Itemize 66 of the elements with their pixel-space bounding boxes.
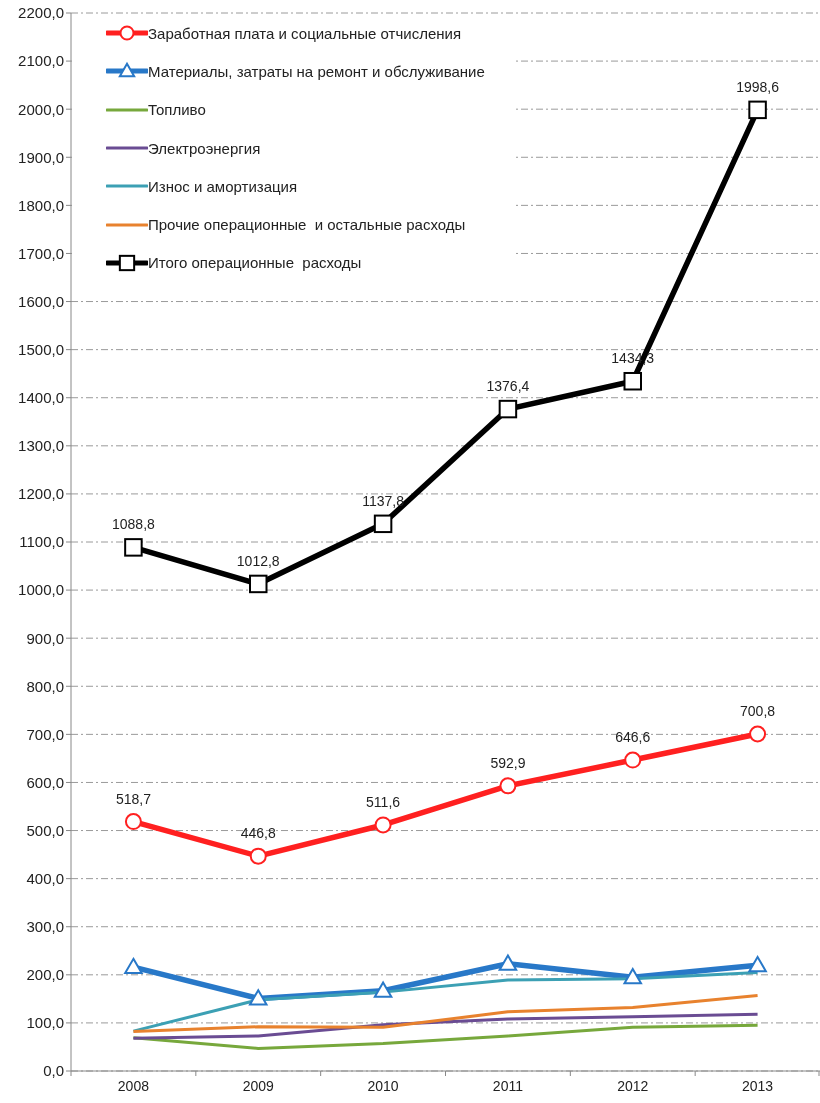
data-label: 592,9 [490, 754, 526, 771]
point [748, 955, 767, 973]
y-tick-label: 1900,0 [18, 148, 64, 166]
data-label: 700,8 [740, 702, 776, 719]
point [249, 847, 267, 865]
x-tick-label: 2012 [617, 1078, 649, 1094]
point [374, 816, 392, 834]
y-tick-label: 1500,0 [18, 340, 64, 358]
legend-label: Материалы, затраты на ремонт и обслуживание [148, 62, 485, 80]
y-tick-label: 2100,0 [18, 52, 64, 70]
data-label: 1088,8 [112, 516, 156, 533]
y-tick-label: 2200,0 [18, 4, 64, 22]
y-tick-label: 2000,0 [18, 100, 64, 118]
data-label: 511,6 [366, 793, 401, 810]
x-tick-label: 2011 [492, 1078, 524, 1094]
data-label: 1012,8 [236, 552, 280, 569]
y-tick-label: 700,0 [26, 725, 64, 743]
point [624, 751, 642, 769]
data-label: 1376,4 [486, 378, 530, 395]
point [749, 725, 767, 743]
y-tick-label: 1600,0 [18, 292, 64, 310]
point [373, 981, 393, 998]
point [124, 538, 143, 557]
y-tick-label: 100,0 [26, 1014, 64, 1032]
legend-label: Электроэнергия [148, 139, 261, 157]
y-tick-label: 1000,0 [18, 581, 64, 599]
x-tick-label: 2013 [742, 1078, 774, 1094]
y-tick-label: 600,0 [26, 773, 64, 791]
point [373, 514, 393, 534]
point [623, 371, 642, 391]
point [124, 957, 143, 975]
y-tick-label: 400,0 [26, 869, 64, 887]
x-tick-label: 2010 [367, 1078, 399, 1094]
legend-label: Топливо [148, 101, 206, 119]
data-label: 646,6 [615, 729, 651, 746]
legend-label: Прочие операционные и остальные расходы [148, 216, 466, 234]
y-tick-label: 1300,0 [18, 437, 64, 455]
legend-label: Износ и амортизация [148, 177, 298, 195]
y-tick-label: 200,0 [26, 966, 64, 984]
data-label: 446,8 [240, 825, 276, 842]
point [124, 813, 142, 831]
line-series [131, 1023, 760, 1050]
x-tick-label: 2008 [117, 1078, 150, 1094]
y-tick-label: 900,0 [26, 629, 64, 647]
point [249, 574, 268, 594]
y-tick-label: 1700,0 [18, 244, 64, 262]
line-series [131, 994, 760, 1034]
y-tick-label: 800,0 [26, 677, 64, 695]
point [249, 989, 268, 1006]
x-tick-label: 2009 [242, 1078, 275, 1094]
point [748, 100, 767, 120]
y-tick-label: 1400,0 [18, 389, 64, 407]
data-label: 518,7 [115, 790, 152, 807]
y-tick-label: 1100,0 [19, 533, 64, 551]
y-tick-label: 500,0 [26, 821, 64, 839]
y-tick-label: 1800,0 [18, 196, 64, 214]
legend-label: Заработная плата и социальные отчисления [148, 24, 462, 42]
y-tick-label: 0,0 [43, 1062, 64, 1080]
legend-label: Итого операционные расходы [148, 254, 362, 272]
y-tick-label: 300,0 [26, 918, 64, 936]
y-tick-label: 1200,0 [18, 485, 64, 503]
point [623, 967, 642, 985]
point [499, 777, 517, 795]
data-label: 1998,6 [736, 78, 780, 95]
point [498, 954, 518, 971]
point [498, 399, 518, 419]
